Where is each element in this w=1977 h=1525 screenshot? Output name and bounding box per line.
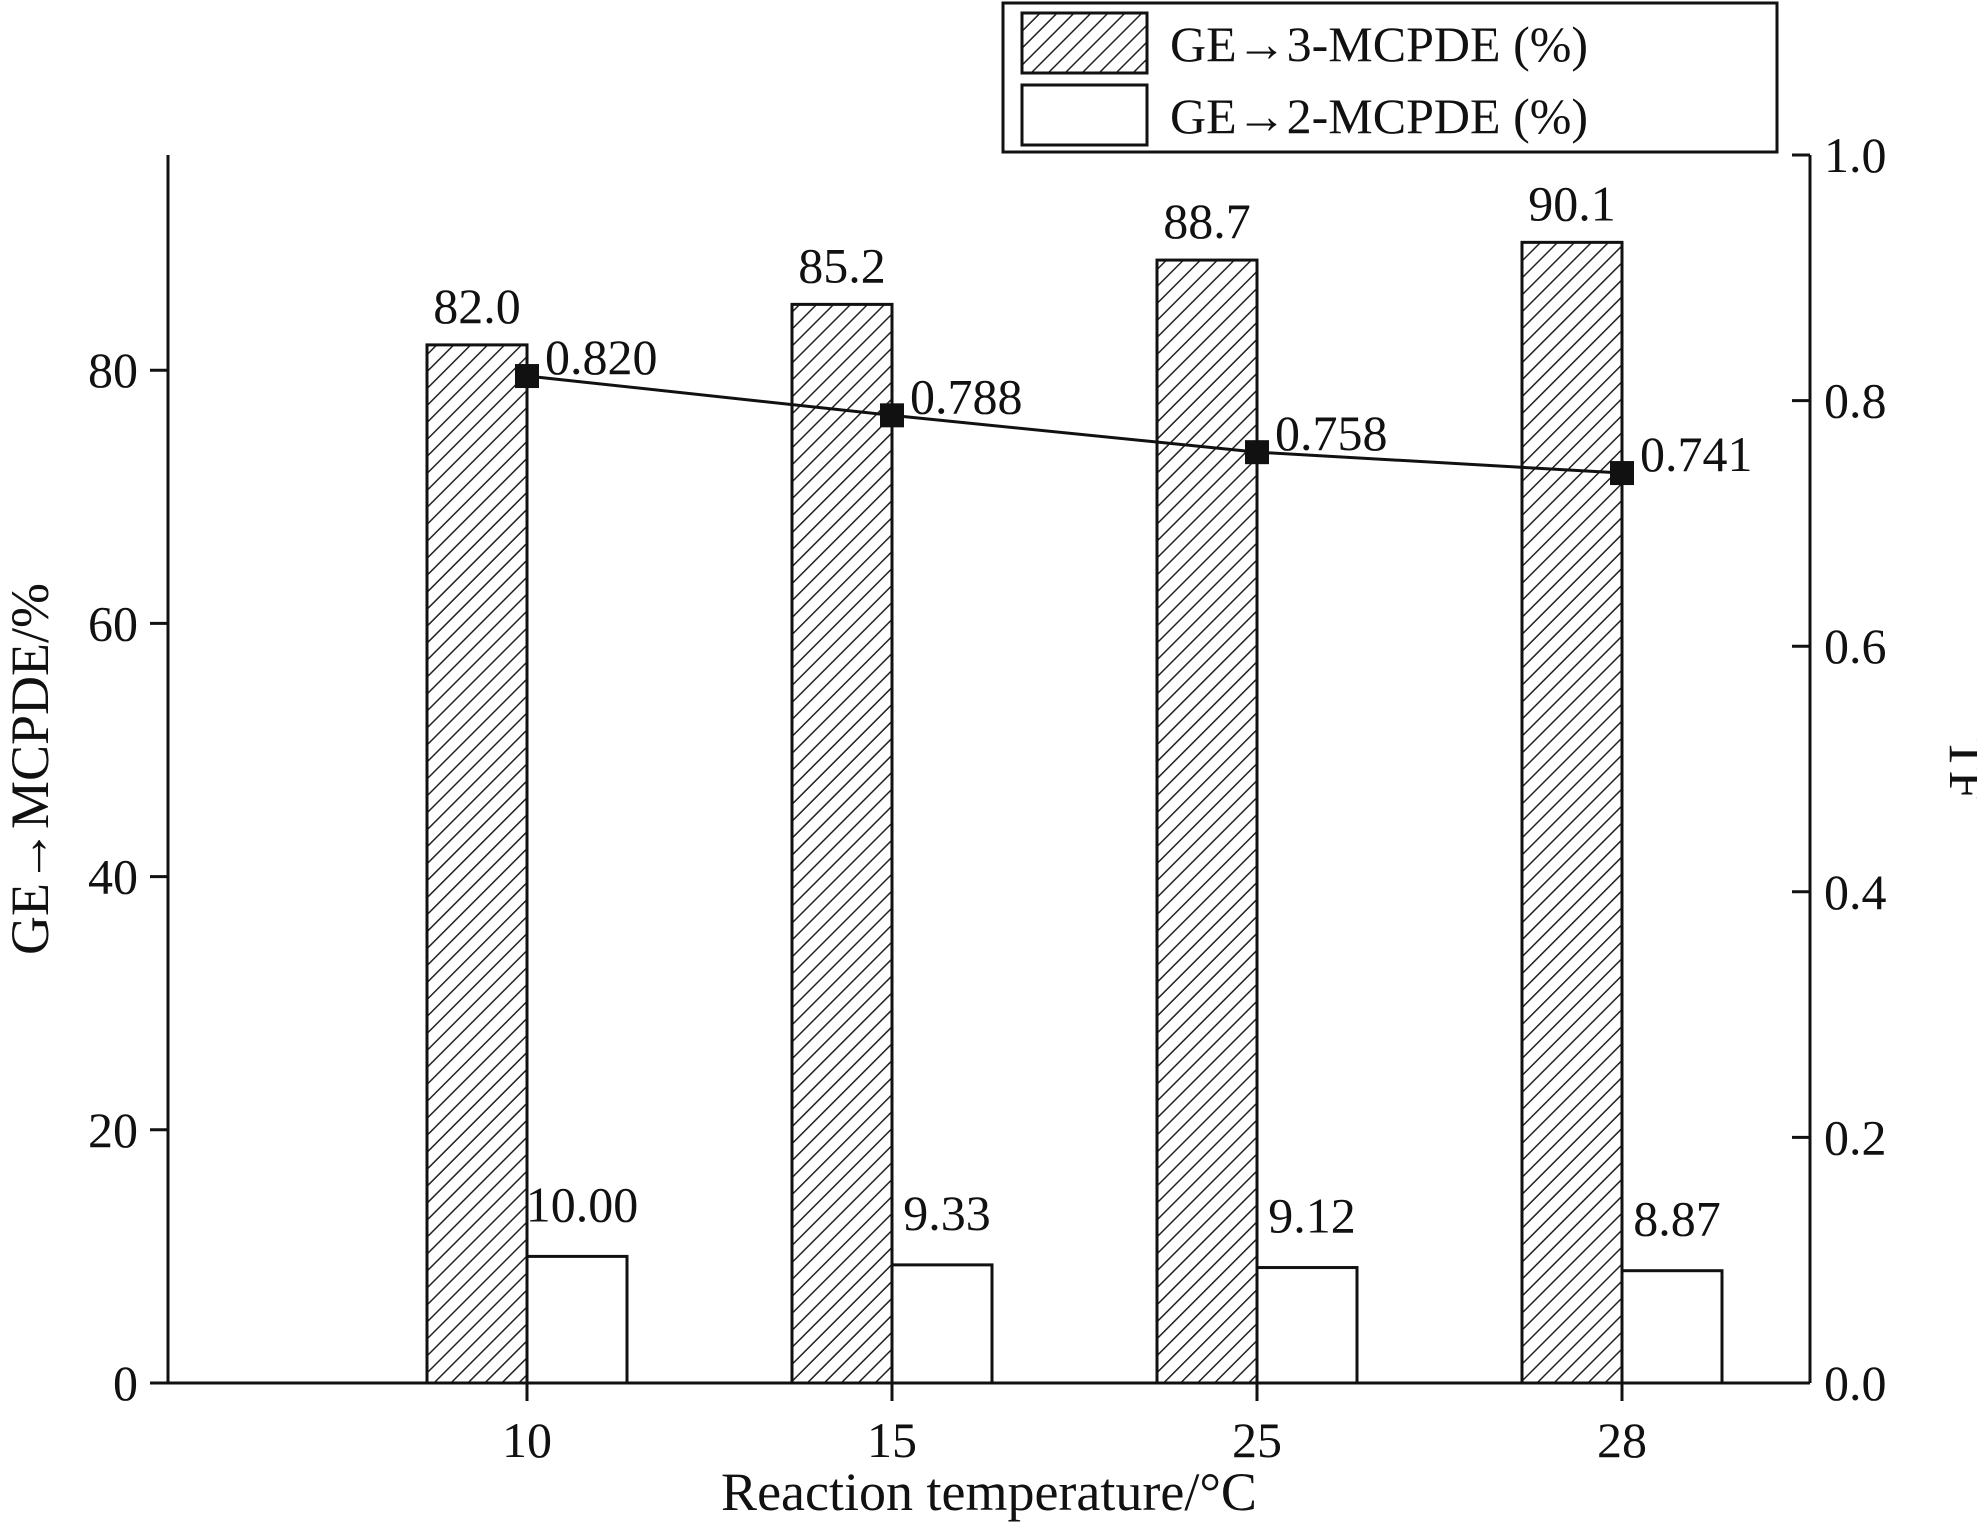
left-y-tick-label: 0 [113,1355,138,1411]
right-y-tick-label: 0.8 [1824,373,1887,429]
x-axis-title: Reaction temperature/°C [721,1462,1257,1522]
x-ticks: 10 15 25 28 [502,1383,1647,1468]
right-y-tick-label: 0.6 [1824,618,1887,674]
bar-3-mcpde-value-label: 82.0 [433,278,521,334]
data-labels: 82.0 10.00 85.2 9.33 88.7 9.12 90.1 8.87 0.820 0.… [433,175,1752,1246]
bar-2-mcpde [1255,1266,1359,1385]
left-y-axis-title: GE→MCPDE/% [0,583,60,955]
tf-line [526,374,1623,475]
legend-label-2-mcpde: GE→2-MCPDE (%) [1170,88,1588,144]
tf-value-label: 0.788 [910,368,1023,424]
x-tick-label: 28 [1597,1412,1647,1468]
tf-marker [1610,461,1634,486]
bar-2-mcpde [525,1254,629,1385]
bar-2-mcpde-value-label: 8.87 [1633,1191,1721,1247]
right-y-axis-title: TF [1938,737,1977,800]
legend-label-3-mcpde: GE→3-MCPDE (%) [1170,16,1588,72]
bar-3-mcpde [1520,240,1624,1385]
bar-3-mcpde-value-label: 90.1 [1528,175,1616,231]
left-y-tick-label: 80 [88,342,138,398]
right-y-ticks: 0.0 0.2 0.4 0.6 0.8 1.0 [1792,127,1887,1411]
tf-marker [880,403,904,428]
tf-value-label: 0.820 [545,329,658,385]
left-y-tick-label: 20 [88,1102,138,1158]
bar-3-mcpde [425,343,529,1385]
x-tick-label: 15 [867,1412,917,1468]
bar-2-mcpde [890,1263,994,1385]
bar-3-mcpde [1155,258,1259,1385]
legend-swatch-2-mcpde [1020,83,1149,147]
right-y-tick-label: 0.4 [1824,864,1887,920]
bar-3-mcpde [790,302,894,1385]
tf-marker [1245,440,1269,465]
left-y-tick-label: 60 [88,595,138,651]
legend-swatch-3-mcpde [1020,11,1149,75]
x-tick-label: 10 [502,1412,552,1468]
tf-value-label: 0.758 [1275,405,1388,461]
tf-value-label: 0.741 [1640,426,1753,482]
left-y-tick-label: 40 [88,849,138,905]
legend: GE→3-MCPDE (%) GE→2-MCPDE (%) [1001,1,1779,154]
left-y-ticks: 0 20 40 60 80 [88,342,168,1411]
tf-line-series [515,364,1634,486]
right-y-tick-label: 0.0 [1824,1355,1887,1411]
bar-2-mcpde-value-label: 9.12 [1268,1188,1356,1244]
x-tick-label: 25 [1232,1412,1282,1468]
right-y-tick-label: 0.2 [1824,1109,1887,1165]
tf-marker [515,364,539,389]
bar-3-mcpde-value-label: 88.7 [1163,193,1251,249]
bar-2-mcpde [1620,1269,1724,1385]
bar-2-mcpde-value-label: 9.33 [903,1185,991,1241]
right-y-tick-label: 1.0 [1824,127,1887,183]
bar-3-mcpde-value-label: 85.2 [798,237,886,293]
bar-2-mcpde-value-label: 10.00 [526,1176,639,1232]
